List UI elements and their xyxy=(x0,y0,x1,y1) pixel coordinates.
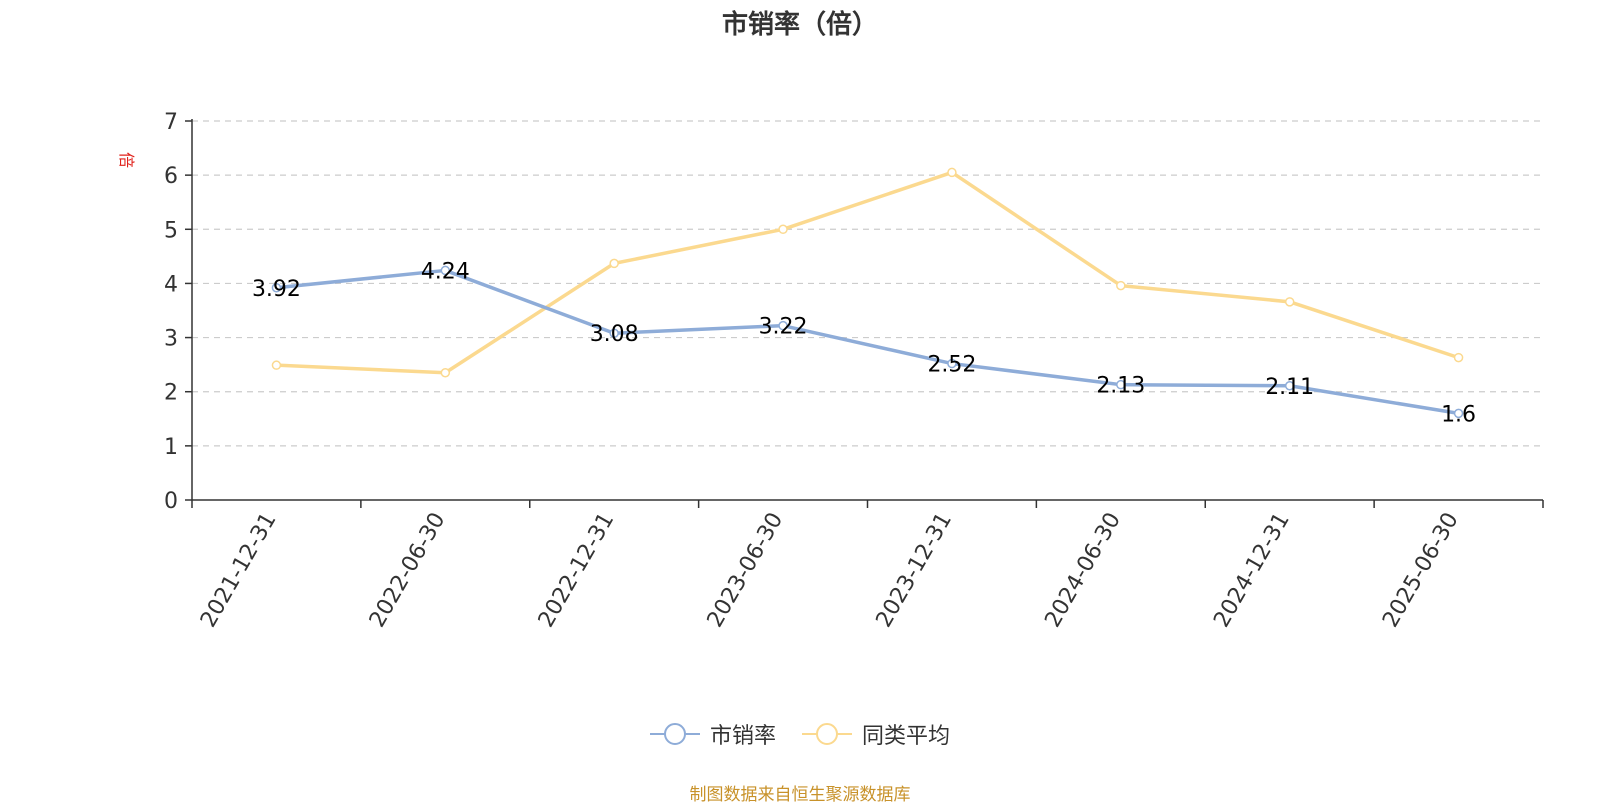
chart-title: 市销率（倍） xyxy=(721,10,878,40)
data-point-series1 xyxy=(271,283,282,293)
x-tick-label: 2024-06-30 xyxy=(1040,509,1126,632)
legend: 市销率 同类平均 xyxy=(0,718,1600,750)
y-tick-label: 5 xyxy=(164,218,178,243)
data-label: 3.92 xyxy=(252,277,301,302)
data-label: 1.6 xyxy=(1441,402,1476,427)
data-point-series2 xyxy=(947,167,957,178)
y-tick-label: 7 xyxy=(164,110,178,135)
x-tick-label: 2022-06-30 xyxy=(365,509,451,632)
data-label: 2.13 xyxy=(1096,374,1145,399)
data-point-series1 xyxy=(609,328,619,338)
x-tick-label: 2024-12-31 xyxy=(1209,509,1295,632)
x-tick-label: 2022-12-31 xyxy=(534,509,620,632)
data-label: 3.08 xyxy=(590,322,639,347)
data-point-series1 xyxy=(440,265,451,276)
y-tick-label: 1 xyxy=(164,435,178,460)
data-label: 2.52 xyxy=(927,353,976,378)
legend-marker-series1 xyxy=(649,723,700,745)
data-point-series2 xyxy=(778,224,788,235)
data-label: 3.22 xyxy=(759,315,808,340)
y-tick-label: 0 xyxy=(164,489,178,514)
x-tick-label: 2025-06-30 xyxy=(1378,509,1464,632)
series-line-2 xyxy=(276,170,1460,375)
source-note: 制图数据来自恒生聚源数据库 xyxy=(689,785,911,805)
data-point-series2 xyxy=(609,258,619,269)
x-tick-label: 2023-06-30 xyxy=(703,509,789,632)
legend-item-series2[interactable]: 同类平均 xyxy=(802,718,950,750)
series-line-1 xyxy=(276,268,1459,416)
data-point-series1 xyxy=(1116,379,1126,390)
legend-item-series1[interactable]: 市销率 xyxy=(649,718,776,750)
x-tick-label: 2021-12-31 xyxy=(196,509,282,632)
data-point-series1 xyxy=(1453,408,1464,419)
data-point-series1 xyxy=(1284,381,1295,391)
data-point-series2 xyxy=(271,360,282,370)
data-point-series1 xyxy=(947,358,957,369)
data-point-series1 xyxy=(778,320,788,331)
data-point-series2 xyxy=(1116,280,1126,291)
line-chart: 0 1 2 3 4 5 6 7 2021-12-31 2022-06-30 2022-12-31 20… xyxy=(164,110,1544,632)
data-label: 2.11 xyxy=(1265,375,1314,400)
legend-marker-series2 xyxy=(802,723,852,745)
legend-label-series2: 同类平均 xyxy=(862,724,951,749)
y-tick-label: 4 xyxy=(164,272,178,297)
legend-label-series1: 市销率 xyxy=(709,724,776,749)
data-point-series2 xyxy=(1453,352,1464,363)
y-tick-label: 6 xyxy=(164,164,178,189)
data-point-series2 xyxy=(1284,297,1295,307)
y-tick-label: 2 xyxy=(164,381,178,406)
x-tick-label: 2023-12-31 xyxy=(872,509,958,632)
y-tick-label: 3 xyxy=(164,327,178,352)
data-label: 4.24 xyxy=(421,259,470,284)
data-point-series2 xyxy=(440,368,451,378)
